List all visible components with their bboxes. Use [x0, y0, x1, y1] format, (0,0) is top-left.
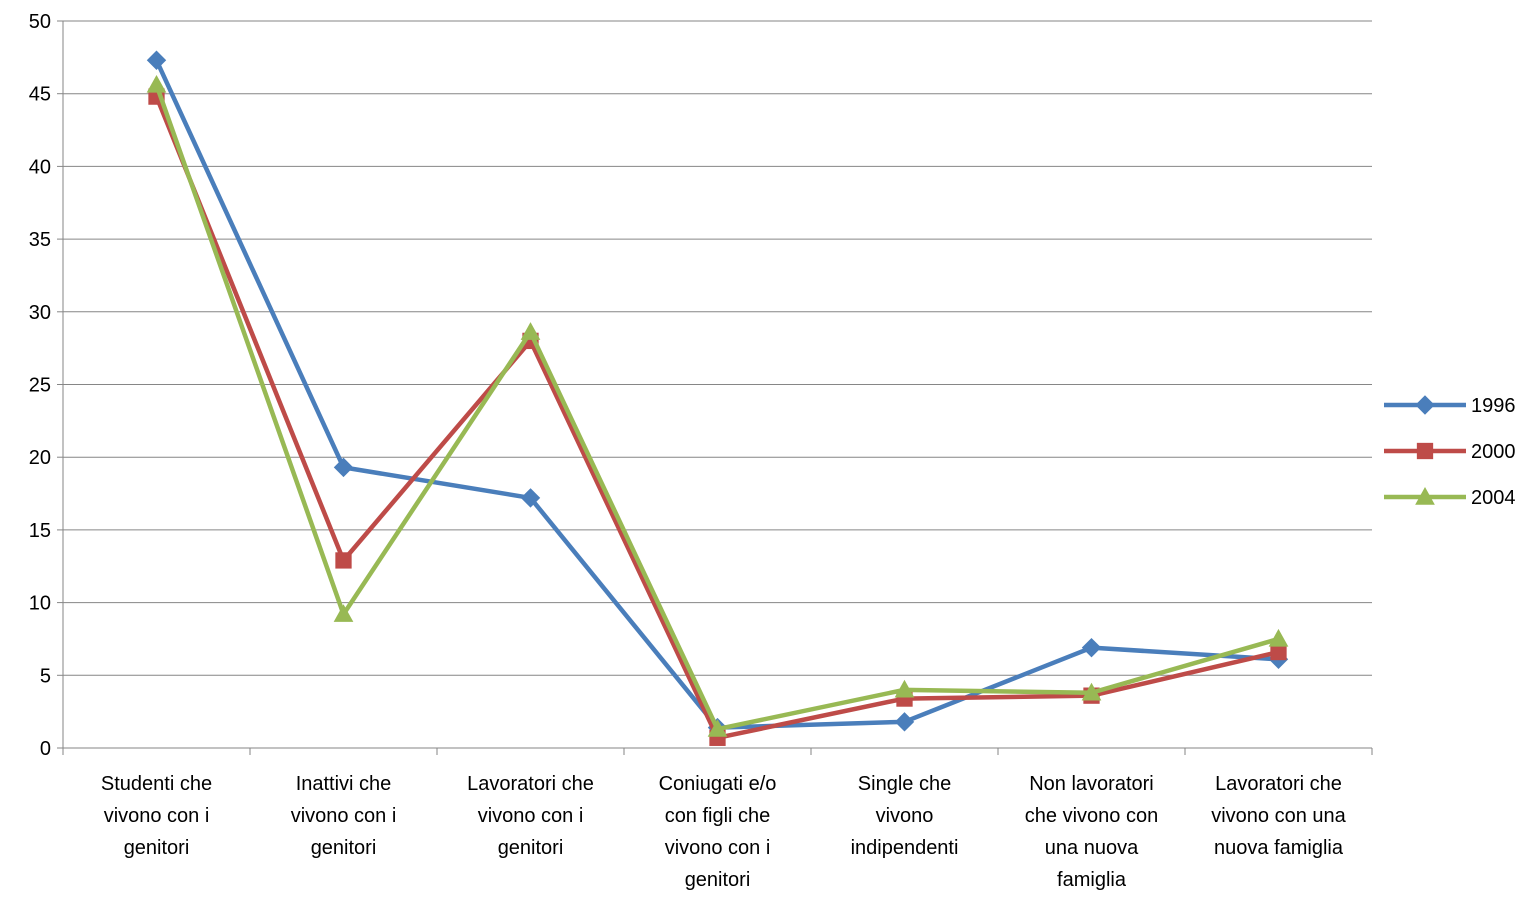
data-point-diamond: [146, 50, 167, 70]
series-line: [154, 84, 1280, 732]
x-category-label-line: vivono con i: [478, 805, 584, 827]
y-tick-label: 5: [40, 665, 51, 687]
x-category-label-line: vivono con una: [1211, 805, 1346, 827]
x-category-label-line: Coniugati e/o: [659, 773, 777, 795]
x-axis-category-labels: Studenti che vivono con i genitoriInattivi…: [101, 773, 1347, 891]
x-category-label-line: Lavoratori che: [467, 773, 594, 795]
x-category-label-line: Studenti che: [101, 773, 212, 795]
data-point-diamond: [520, 488, 541, 508]
x-category-label: Single che vivono indipendenti: [851, 773, 959, 859]
data-point-triangle: [146, 74, 167, 93]
data-point-diamond: [1415, 395, 1435, 415]
y-tick-label: 40: [29, 156, 51, 178]
y-tick-label: 25: [29, 375, 51, 397]
y-axis-tick-labels: 0 5 10 15 20 25 30 35 40 45 50: [29, 11, 51, 760]
series-2004: [146, 74, 1289, 737]
legend-label: 1996: [1471, 395, 1516, 417]
x-category-label-line: genitori: [311, 837, 377, 859]
data-point-triangle: [520, 322, 541, 340]
legend-item-2000: 2000: [1384, 441, 1516, 463]
y-tick-label: 10: [29, 593, 51, 615]
x-category-label: Inattivi che vivono con i genitori: [291, 773, 397, 859]
x-category-label: Coniugati e/o con figli che vivono con i ge…: [659, 773, 777, 891]
x-category-label-line: Lavoratori che: [1215, 773, 1342, 795]
x-category-label-line: famiglia: [1057, 869, 1127, 891]
x-category-label: Studenti che vivono con i genitori: [101, 773, 212, 859]
x-category-label-line: una nuova: [1045, 837, 1139, 859]
x-category-label-line: con figli che: [665, 805, 771, 827]
data-point-triangle: [894, 679, 915, 698]
x-category-label-line: vivono con i: [665, 837, 771, 859]
y-tick-label: 45: [29, 84, 51, 106]
data-point-diamond: [894, 712, 915, 732]
legend-label: 2000: [1471, 441, 1516, 463]
series-line: [154, 59, 1279, 730]
legend-item-2004: 2004: [1384, 486, 1516, 509]
x-category-label: Lavoratori che vivono con i genitori: [467, 773, 594, 859]
legend-label: 2004: [1471, 487, 1516, 509]
x-category-label: Non lavoratori che vivono con una nuova fam…: [1025, 773, 1158, 891]
x-category-label-line: Single che: [858, 773, 951, 795]
data-point-diamond: [333, 457, 354, 478]
series-lines: [146, 50, 1289, 746]
x-category-label-line: vivono con i: [291, 805, 397, 827]
data-point-triangle: [1415, 486, 1435, 505]
data-point-square: [1416, 442, 1434, 460]
data-point-square: [335, 552, 352, 569]
x-category-label-line: Inattivi che: [296, 773, 392, 795]
gridlines: [63, 20, 1372, 676]
x-category-label-line: genitori: [124, 837, 190, 859]
axes: [57, 20, 1373, 755]
x-category-label-line: nuova famiglia: [1214, 837, 1344, 859]
data-point-diamond: [1081, 637, 1102, 658]
data-point-triangle: [333, 604, 354, 622]
x-category-label: Lavoratori che vivono con una nuova famigl…: [1211, 773, 1346, 859]
x-category-label-line: vivono: [876, 805, 934, 827]
x-category-label-line: Non lavoratori: [1029, 773, 1154, 795]
data-point-triangle: [707, 719, 728, 737]
x-category-label-line: che vivono con: [1025, 805, 1158, 827]
y-tick-label: 50: [29, 11, 51, 33]
legend: 1996 2000 2004: [1384, 395, 1516, 509]
y-tick-label: 20: [29, 447, 51, 469]
x-category-label-line: indipendenti: [851, 837, 959, 859]
x-category-label-line: genitori: [498, 837, 564, 859]
y-tick-label: 0: [40, 738, 51, 760]
y-tick-label: 15: [29, 520, 51, 542]
x-category-label-line: vivono con i: [104, 805, 210, 827]
series-line: [154, 95, 1280, 741]
x-category-label-line: genitori: [685, 869, 751, 891]
data-point-triangle: [1081, 682, 1102, 701]
y-tick-label: 30: [29, 302, 51, 324]
y-tick-label: 35: [29, 229, 51, 251]
series-1996: [146, 50, 1289, 738]
legend-item-1996: 1996: [1384, 395, 1516, 417]
data-point-square: [1270, 643, 1287, 661]
data-point-triangle: [1268, 628, 1289, 647]
